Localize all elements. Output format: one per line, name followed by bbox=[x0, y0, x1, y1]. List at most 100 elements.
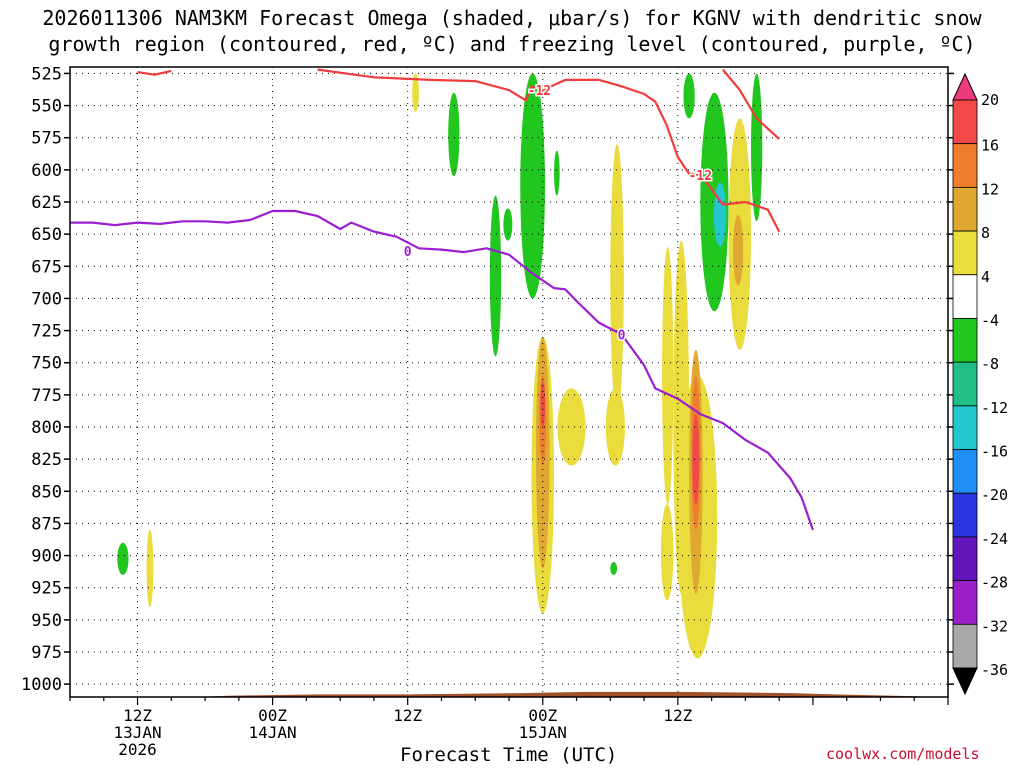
x-tick-label-48-1: 00Z bbox=[528, 706, 557, 725]
omega-cell-14 bbox=[713, 182, 727, 247]
colorbar-band-13 bbox=[952, 623, 978, 669]
colorbar-band-4 bbox=[952, 230, 978, 276]
colorbar-label-1: 16 bbox=[981, 137, 999, 155]
omega-cell-4 bbox=[489, 195, 502, 357]
colorbar-label-11: -28 bbox=[981, 574, 1008, 592]
y-tick-label-700: 700 bbox=[31, 289, 62, 309]
colorbar-band-10 bbox=[952, 492, 978, 538]
x-tick-label-24-1: 00Z bbox=[258, 706, 287, 725]
colorbar-label-5: -4 bbox=[981, 311, 999, 329]
colorbar-band-9 bbox=[952, 449, 978, 494]
colorbar-label-6: -8 bbox=[981, 355, 999, 373]
y-tick-label-825: 825 bbox=[31, 450, 62, 470]
y-tick-label-675: 675 bbox=[31, 257, 62, 277]
x-tick-label-24-2: 14JAN bbox=[249, 723, 297, 742]
omega-cell-7 bbox=[554, 150, 560, 196]
y-tick-label-875: 875 bbox=[31, 514, 62, 534]
omega-cell-8 bbox=[683, 73, 695, 119]
dgz-line-left bbox=[137, 69, 172, 76]
colorbar-label-13: -36 bbox=[981, 661, 1008, 679]
x-tick-label-60-1: 12Z bbox=[663, 706, 692, 725]
x-axis-label: Forecast Time (UTC) bbox=[400, 744, 618, 766]
omega-cell-5 bbox=[503, 208, 513, 241]
y-tick-label-625: 625 bbox=[31, 193, 62, 213]
x-tick-label-12-1: 12Z bbox=[123, 706, 152, 725]
y-tick-label-925: 925 bbox=[31, 579, 62, 599]
y-tick-label-850: 850 bbox=[31, 482, 62, 502]
colorbar-band-12 bbox=[952, 580, 978, 625]
omega-cell-17 bbox=[662, 247, 674, 505]
dgz-line-main bbox=[317, 68, 781, 233]
y-axis: 525 550 575 600 625 650 675 700 725 750 775 800 825 8… bbox=[21, 64, 954, 695]
omega-cell-31 bbox=[540, 382, 546, 427]
freezing-level-label-2: 0 bbox=[618, 328, 626, 343]
colorbar-band-11 bbox=[952, 536, 978, 582]
terrain-fill bbox=[70, 691, 948, 697]
colorbar-band-1 bbox=[952, 99, 978, 145]
freezing-level-line bbox=[70, 209, 814, 531]
x-tick-label-12-3: 2026 bbox=[118, 740, 157, 759]
chart-title-line1: 2026011306 NAM3KM Forecast Omega (shaded… bbox=[42, 6, 982, 30]
colorbar-label-8: -16 bbox=[981, 443, 1008, 461]
y-tick-label-525: 525 bbox=[31, 64, 62, 84]
contours: 0 0 -12 -12 bbox=[70, 68, 814, 531]
omega-cell-13 bbox=[610, 562, 618, 575]
omega-cell-16 bbox=[610, 144, 624, 415]
omega-cell-22 bbox=[605, 388, 625, 466]
y-tick-label-750: 750 bbox=[31, 354, 62, 374]
y-tick-label-575: 575 bbox=[31, 129, 62, 149]
omega-cell-18 bbox=[660, 504, 674, 601]
dgz-label-2: -12 bbox=[689, 169, 712, 184]
omega-shading bbox=[117, 73, 763, 659]
freezing-level-label-1: 0 bbox=[404, 245, 412, 260]
colorbar-label-12: -32 bbox=[981, 617, 1008, 635]
omega-cell-10 bbox=[751, 73, 763, 222]
colorbar-band-7 bbox=[952, 361, 978, 407]
chart-title-line2: growth region (contoured, red, ºC) and f… bbox=[48, 32, 976, 56]
x-tick-label-12-2: 13JAN bbox=[113, 723, 161, 742]
omega-cell-27 bbox=[733, 214, 744, 286]
plot-frame bbox=[69, 66, 949, 698]
y-tick-label-800: 800 bbox=[31, 418, 62, 438]
dgz-line-right bbox=[722, 68, 780, 140]
colorbar-band-8 bbox=[952, 405, 978, 450]
colorbar: 20 16 12 8 4 -4 -8 -12 -16 -20 -24 -28 -32 -36 bbox=[952, 72, 1008, 696]
y-tick-label-900: 900 bbox=[31, 547, 62, 567]
y-tick-label-550: 550 bbox=[31, 97, 62, 117]
y-tick-label-650: 650 bbox=[31, 225, 62, 245]
omega-cell-6 bbox=[520, 73, 546, 299]
y-tick-label-600: 600 bbox=[31, 161, 62, 181]
colorbar-label-4: 4 bbox=[981, 268, 990, 286]
colorbar-label-2: 12 bbox=[981, 180, 999, 198]
colorbar-label-7: -12 bbox=[981, 399, 1008, 417]
colorbar-label-0: 20 bbox=[981, 91, 999, 109]
terrain bbox=[70, 691, 948, 697]
colorbar-label-10: -24 bbox=[981, 530, 1008, 548]
grid bbox=[70, 67, 948, 697]
colorbar-band-5 bbox=[952, 274, 978, 319]
y-tick-label-975: 975 bbox=[31, 643, 62, 663]
omega-cell-21 bbox=[557, 388, 586, 466]
colorbar-label-3: 8 bbox=[981, 224, 990, 242]
y-tick-label-725: 725 bbox=[31, 322, 62, 342]
omega-cell-3 bbox=[448, 92, 460, 177]
colorbar-top-arrow bbox=[952, 72, 978, 101]
omega-cell-12 bbox=[117, 542, 129, 575]
colorbar-band-6 bbox=[952, 318, 978, 363]
colorbar-bottom-arrow bbox=[952, 667, 978, 696]
omega-cell-25 bbox=[146, 529, 154, 608]
omega-cell-32 bbox=[692, 414, 700, 505]
omega-cell-15 bbox=[412, 73, 419, 112]
y-tick-label-775: 775 bbox=[31, 386, 62, 406]
x-tick-label-48-2: 15JAN bbox=[519, 723, 567, 742]
colorbar-label-9: -20 bbox=[981, 486, 1008, 504]
y-tick-label-950: 950 bbox=[31, 611, 62, 631]
colorbar-band-2 bbox=[952, 143, 978, 188]
dgz-label-1: -12 bbox=[528, 84, 551, 99]
credit-text: coolwx.com/models bbox=[826, 745, 980, 763]
y-tick-label-1000: 1000 bbox=[21, 675, 62, 695]
x-tick-label-36-1: 12Z bbox=[393, 706, 422, 725]
colorbar-band-3 bbox=[952, 186, 978, 232]
